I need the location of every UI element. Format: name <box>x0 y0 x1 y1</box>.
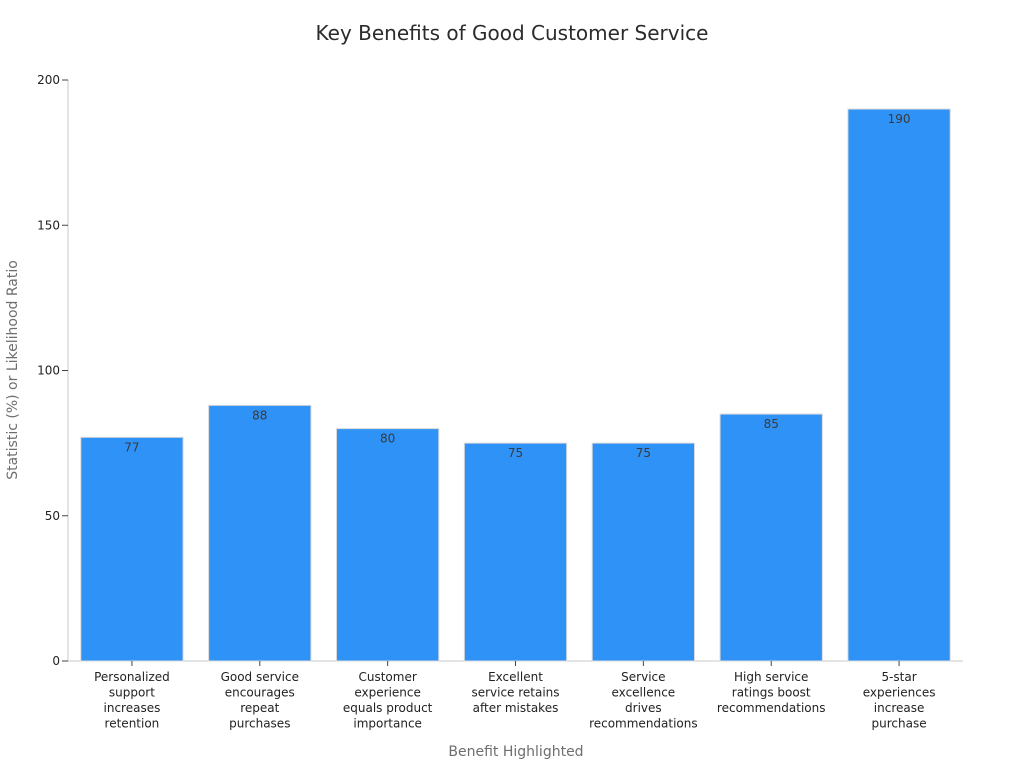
y-tick-label: 200 <box>37 73 60 87</box>
y-axis-label: Statistic (%) or Likelihood Ratio <box>5 260 21 480</box>
x-tick-label: encourages <box>225 686 295 700</box>
x-tick-label: purchases <box>229 717 290 731</box>
x-tick-label: retention <box>105 717 160 731</box>
bar-value-label: 75 <box>508 446 523 460</box>
bar-value-label: 88 <box>252 408 267 422</box>
x-tick-label: excellence <box>612 686 676 700</box>
x-tick-label: increases <box>104 701 161 715</box>
bar <box>719 413 823 662</box>
x-tick-label: Excellent <box>488 670 543 684</box>
chart-title: Key Benefits of Good Customer Service <box>316 21 709 45</box>
x-tick-label: recommendations <box>717 701 826 715</box>
bar <box>847 108 951 662</box>
x-tick-label: importance <box>353 717 422 731</box>
x-tick-label: experience <box>354 686 421 700</box>
x-tick-label: Customer <box>358 670 416 684</box>
x-tick-label: Personalized <box>94 670 170 684</box>
x-tick-label: recommendations <box>589 717 698 731</box>
x-tick-label: after mistakes <box>473 701 559 715</box>
x-tick-label: increase <box>874 701 925 715</box>
x-tick-label: service retains <box>471 686 559 700</box>
bar-value-label: 80 <box>380 432 395 446</box>
x-tick-label: High service <box>734 670 808 684</box>
x-axis-label: Benefit Highlighted <box>448 744 583 760</box>
x-tick-label: ratings boost <box>732 686 811 700</box>
bar-value-label: 75 <box>636 446 651 460</box>
bar <box>80 436 184 662</box>
x-tick-label: experiences <box>863 686 936 700</box>
x-tick-label: drives <box>625 701 662 715</box>
y-tick-label: 100 <box>37 364 60 378</box>
x-tick-label: support <box>109 686 155 700</box>
y-tick-label: 50 <box>45 509 60 523</box>
x-tick-label: repeat <box>240 701 279 715</box>
bar <box>591 442 696 662</box>
bar-value-label: 85 <box>764 417 779 431</box>
bar <box>208 404 312 662</box>
x-tick-label: 5-star <box>881 670 916 684</box>
bar <box>336 428 440 662</box>
x-tick-label: equals product <box>343 701 433 715</box>
y-tick-label: 150 <box>37 218 60 232</box>
bar-value-label: 77 <box>124 440 139 454</box>
x-tick-label: purchase <box>872 717 927 731</box>
x-tick-label: Service <box>621 670 665 684</box>
plot-area: 05010015020077Personalizedsupportincreas… <box>37 73 963 731</box>
x-tick-label: Good service <box>221 670 299 684</box>
bar-value-label: 190 <box>888 112 911 126</box>
bar <box>463 442 568 662</box>
y-tick-label: 0 <box>52 654 60 668</box>
